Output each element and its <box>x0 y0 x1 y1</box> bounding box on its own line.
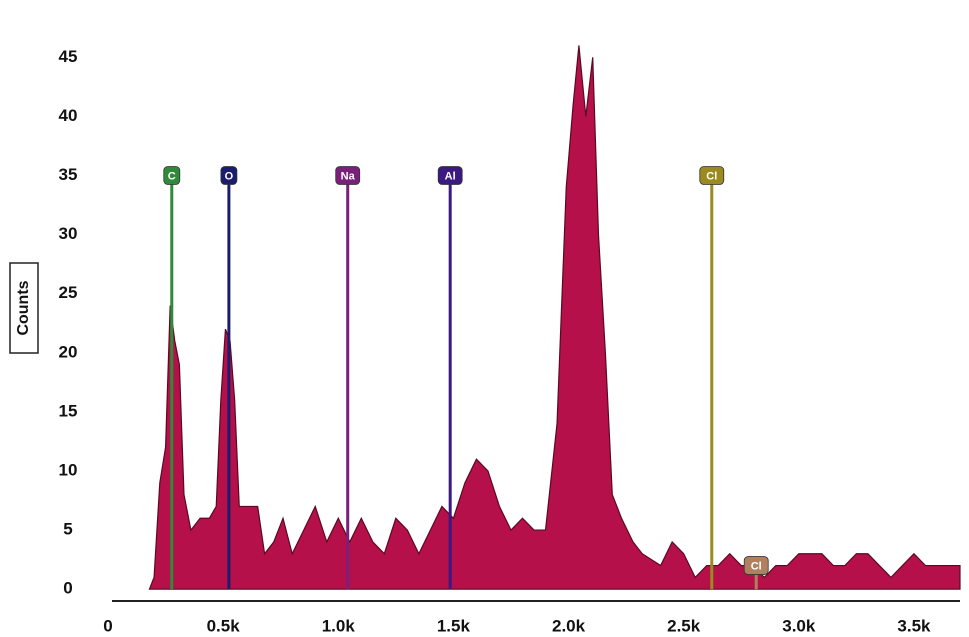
y-tick-label: 10 <box>59 460 78 479</box>
y-tick-label: 35 <box>59 165 78 184</box>
element-label: O <box>225 170 234 182</box>
element-tag <box>743 556 769 575</box>
x-tick-label: 3.0k <box>782 616 816 635</box>
y-tick-label: 30 <box>59 224 78 243</box>
y-label-box <box>9 262 39 354</box>
element-tag <box>163 166 181 185</box>
y-axis-label: Counts <box>15 280 32 335</box>
y-tick-label: 25 <box>59 283 78 302</box>
y-tick-label: 20 <box>59 342 78 361</box>
spectrum <box>148 45 961 590</box>
x-tick-label: 3.5k <box>897 616 931 635</box>
y-tick-label: 40 <box>59 106 78 125</box>
element-label: Cl <box>706 170 717 182</box>
y-tick-label: 45 <box>59 47 78 66</box>
element-tag <box>220 166 238 185</box>
element-label: Al <box>445 170 456 182</box>
x-tick-label: 2.0k <box>552 616 586 635</box>
element-tag <box>335 166 361 185</box>
element-label: Cl <box>751 560 762 572</box>
x-tick-label: 2.5k <box>667 616 701 635</box>
y-tick-label: 5 <box>63 520 72 539</box>
x-tick-label: 0.5k <box>207 616 241 635</box>
element-tag <box>437 166 463 185</box>
x-tick-label: 1.5k <box>437 616 471 635</box>
y-tick-label: 0 <box>63 579 72 598</box>
element-label: Na <box>341 170 356 182</box>
y-tick-label: 15 <box>59 401 78 420</box>
element-label: C <box>168 170 176 182</box>
element-tag <box>699 166 725 185</box>
x-tick-label: 1.0k <box>322 616 356 635</box>
x-tick-label: 0 <box>103 616 112 635</box>
